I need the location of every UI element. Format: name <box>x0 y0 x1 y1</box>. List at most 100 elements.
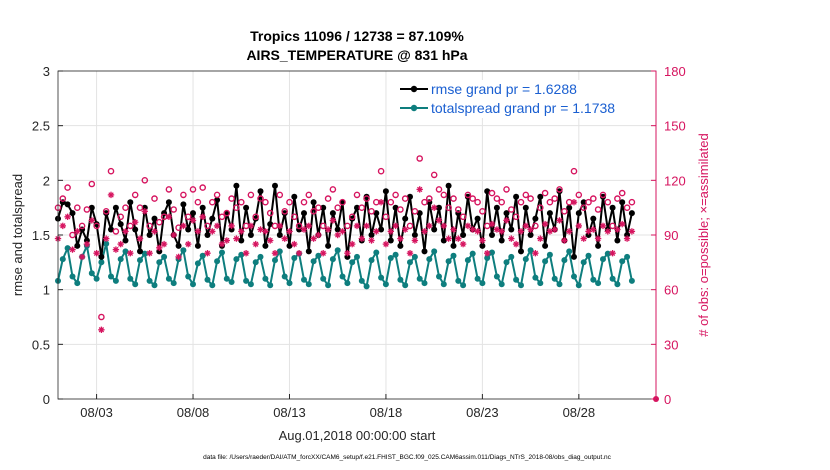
right-tick-label: 60 <box>664 283 678 298</box>
totalspread-point <box>624 254 630 260</box>
totalspread-point <box>180 247 186 253</box>
totalspread-point <box>335 247 341 253</box>
rmse-point <box>325 243 331 249</box>
rmse-point <box>195 243 201 249</box>
obs-assimilated-marker <box>98 327 104 333</box>
obs-possible-marker <box>123 205 128 210</box>
totalspread-point <box>132 281 138 287</box>
totalspread-point <box>166 276 172 282</box>
obs-assimilated-marker <box>79 254 85 260</box>
totalspread-point <box>340 274 346 280</box>
obs-assimilated-marker <box>93 250 99 256</box>
obs-assimilated-marker <box>171 232 177 238</box>
totalspread-point <box>118 256 124 262</box>
obs-assimilated-marker <box>320 250 326 256</box>
obs-possible-marker <box>398 207 403 212</box>
right-tick-label: 90 <box>664 228 678 243</box>
obs-assimilated-marker <box>465 223 471 229</box>
rmse-point <box>118 221 124 227</box>
obs-assimilated-marker <box>296 250 302 256</box>
rmse-point <box>180 201 186 207</box>
rmse-point <box>451 243 457 249</box>
rmse-point <box>98 254 104 260</box>
totalspread-point <box>161 254 167 260</box>
obs-assimilated-marker <box>253 241 259 247</box>
obs-assimilated-marker <box>60 223 66 229</box>
totalspread-point <box>455 278 461 284</box>
right-tick-label: 0 <box>664 392 671 407</box>
obs-assimilated-marker <box>412 237 418 243</box>
totalspread-point <box>542 258 548 264</box>
totalspread-point <box>586 253 592 259</box>
obs-assimilated-marker <box>315 232 321 238</box>
totalspread-point <box>397 277 403 283</box>
obs-possible-marker <box>403 196 408 201</box>
obs-assimilated-marker <box>204 250 210 256</box>
y-axis-label-left: rmse and totalspread <box>10 174 25 296</box>
legend: rmse grand pr = 1.6288 totalspread grand… <box>395 80 648 118</box>
obs-assimilated-marker <box>359 235 365 241</box>
rmse-point <box>137 248 143 254</box>
rmse-point <box>499 238 505 244</box>
rmse-point <box>508 227 514 233</box>
totalspread-point <box>610 276 616 282</box>
totalspread-point <box>373 250 379 256</box>
right-tick-label: 150 <box>664 119 686 134</box>
totalspread-point <box>253 259 259 265</box>
totalspread-point <box>614 281 620 287</box>
rmse-point <box>209 216 215 222</box>
x-axis-ticks: 08/03 08/08 08/13 08/18 08/23 08/28 <box>80 394 595 420</box>
totalspread-point <box>552 276 558 282</box>
rmse-point <box>113 205 119 211</box>
obs-possible-marker <box>509 207 514 212</box>
obs-possible-marker <box>596 207 601 212</box>
obs-possible-marker <box>494 196 499 201</box>
obs-assimilated-marker <box>161 241 167 247</box>
obs-possible-marker <box>200 185 205 190</box>
obs-assimilated-marker <box>132 219 138 225</box>
obs-possible-marker <box>215 192 220 197</box>
rmse-point <box>74 243 80 249</box>
rmse-point <box>402 216 408 222</box>
obs-possible-marker <box>393 192 398 197</box>
totalspread-point <box>70 274 76 280</box>
left-tick-label: 0.5 <box>32 337 50 352</box>
obs-assimilated-marker <box>368 237 374 243</box>
obs-assimilated-marker <box>113 246 119 252</box>
obs-assimilated-marker <box>479 237 485 243</box>
obs-possible-marker <box>330 187 335 192</box>
obs-possible-marker <box>306 192 311 197</box>
obs-assimilated-marker <box>69 246 75 252</box>
totalspread-point <box>364 283 370 289</box>
totalspread-point <box>349 259 355 265</box>
rmse-point <box>523 205 529 211</box>
chart-title-line2: AIRS_TEMPERATURE @ 831 hPa <box>246 47 467 63</box>
rmse-point <box>277 232 283 238</box>
obs-possible-marker <box>625 205 630 210</box>
chart-title-line1: Tropics 11096 / 12738 = 87.109% <box>250 28 464 44</box>
obs-assimilated-marker <box>431 205 437 211</box>
rmse-point <box>123 238 129 244</box>
totalspread-point <box>214 258 220 264</box>
rmse-point <box>542 243 548 249</box>
data-file-footer: data file: /Users/raeder/DAI/ATM_forcXX/… <box>203 454 612 461</box>
rmse-point <box>176 243 182 249</box>
rmse-point <box>70 210 76 216</box>
obs-possible-marker <box>605 200 610 205</box>
totalspread-point <box>504 259 510 265</box>
obs-assimilated-marker <box>243 250 249 256</box>
totalspread-point <box>619 258 625 264</box>
rmse-point <box>629 210 635 216</box>
totalspread-point <box>499 281 505 287</box>
obs-possible-marker <box>441 192 446 197</box>
obs-possible-marker <box>547 200 552 205</box>
totalspread-point <box>537 280 543 286</box>
obs-possible-marker <box>229 196 234 201</box>
obs-possible-marker <box>528 196 533 201</box>
left-tick-label: 2 <box>43 173 50 188</box>
legend-spread-marker <box>411 105 417 111</box>
right-tick-label: 30 <box>664 337 678 352</box>
totalspread-point <box>465 257 471 263</box>
obs-assimilated-marker <box>605 228 611 234</box>
x-tick-label: 08/08 <box>177 405 210 420</box>
